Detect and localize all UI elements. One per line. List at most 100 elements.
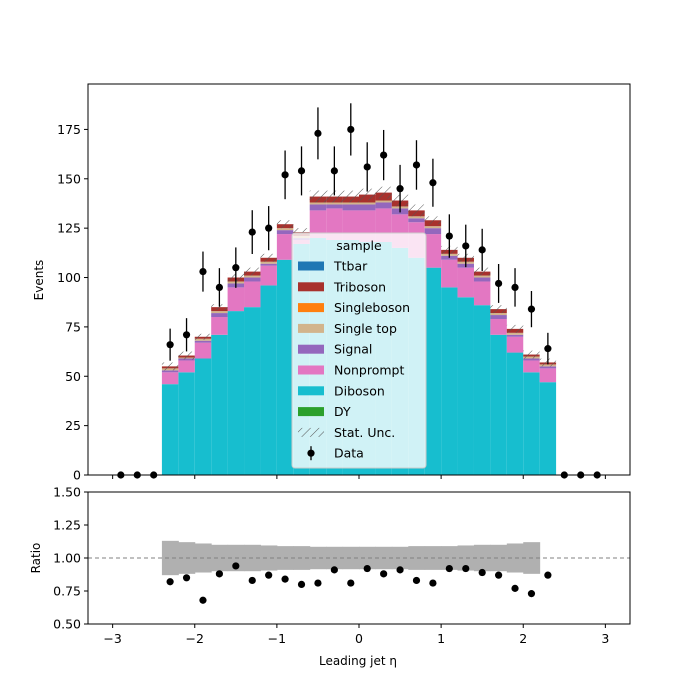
x-tick-label: −3 bbox=[103, 631, 121, 646]
main-x-ticks bbox=[112, 475, 606, 479]
x-tick-label: −1 bbox=[268, 631, 286, 646]
ratio-band-segment bbox=[408, 546, 426, 570]
data-point bbox=[347, 125, 355, 134]
bar-nonprompt bbox=[194, 342, 212, 359]
stat-unc-hatch bbox=[293, 228, 310, 237]
legend-label: Stat. Unc. bbox=[334, 425, 395, 440]
legend-swatch bbox=[298, 407, 324, 417]
y-tick-label: 0 bbox=[73, 468, 81, 483]
bar-single-top bbox=[342, 202, 359, 205]
bar-diboson bbox=[178, 372, 195, 475]
bar-signal bbox=[244, 277, 261, 282]
legend-label: Diboson bbox=[334, 383, 385, 398]
ratio-y-tick-label: 1.50 bbox=[53, 485, 81, 500]
ratio-band-segment bbox=[342, 546, 360, 570]
ratio-uncertainty-band bbox=[161, 540, 541, 576]
bar-nonprompt bbox=[211, 317, 228, 335]
main-y-axis: 0 25 50 75 100 125 150 175 bbox=[57, 122, 88, 483]
legend-label: Triboson bbox=[333, 279, 386, 294]
y-tick-label: 125 bbox=[57, 221, 81, 236]
bar-signal bbox=[178, 358, 195, 361]
bar-nonprompt bbox=[227, 287, 245, 312]
ratio-point bbox=[297, 580, 306, 589]
x-tick-label: 0 bbox=[355, 631, 363, 646]
legend-swatch bbox=[298, 323, 324, 333]
bar-nonprompt bbox=[161, 372, 179, 385]
data-point bbox=[429, 179, 437, 187]
ratio-point bbox=[347, 579, 355, 587]
bar-single-top bbox=[408, 216, 425, 219]
x-tick-label: 2 bbox=[519, 631, 527, 646]
legend-swatch bbox=[298, 261, 324, 271]
ratio-point bbox=[182, 574, 191, 582]
stat-unc-hatch bbox=[326, 190, 343, 203]
ratio-point bbox=[429, 579, 437, 587]
ratio-band-segment bbox=[490, 544, 508, 572]
data-point bbox=[527, 305, 536, 313]
legend-swatch bbox=[298, 282, 324, 292]
ratio-point bbox=[544, 571, 552, 579]
ratio-y-tick-label: 1.25 bbox=[53, 518, 81, 533]
stat-unc-hatch bbox=[506, 324, 524, 333]
bar-single-top bbox=[375, 200, 392, 203]
bar-signal bbox=[490, 315, 507, 319]
data-point bbox=[314, 129, 322, 137]
data-point bbox=[380, 151, 388, 159]
stat-unc-hatch bbox=[342, 190, 359, 203]
bar-nonprompt bbox=[244, 281, 261, 308]
ratio-point bbox=[330, 566, 338, 574]
ratio-point bbox=[380, 570, 388, 578]
bar-signal bbox=[506, 334, 524, 337]
bar-nonprompt bbox=[506, 336, 524, 353]
stat-unc-hatch bbox=[178, 351, 195, 360]
bar-signal bbox=[276, 230, 294, 235]
stat-unc-hatch bbox=[260, 253, 277, 262]
bar-diboson bbox=[523, 372, 540, 475]
ratio-point bbox=[314, 579, 322, 587]
x-tick-label: 3 bbox=[601, 631, 609, 646]
legend-swatch-hatch bbox=[298, 427, 324, 437]
stat-unc-hatch bbox=[309, 190, 327, 203]
stat-unc-hatch bbox=[424, 216, 442, 225]
ratio-point bbox=[215, 570, 223, 578]
stat-unc-hatch bbox=[161, 362, 179, 371]
ratio-band-segment bbox=[161, 540, 179, 576]
ratio-point bbox=[445, 564, 453, 573]
bar-nonprompt bbox=[424, 234, 442, 268]
stat-unc-hatch bbox=[276, 220, 294, 229]
y-tick-label: 100 bbox=[57, 270, 81, 285]
bar-diboson bbox=[260, 285, 277, 475]
bar-single-top bbox=[326, 202, 343, 205]
data-point bbox=[445, 232, 453, 240]
bar-diboson bbox=[424, 267, 442, 475]
bar-nonprompt bbox=[490, 318, 507, 335]
bar-signal bbox=[194, 340, 212, 343]
ratio-point bbox=[462, 564, 470, 573]
bar-signal bbox=[260, 263, 277, 266]
data-point bbox=[199, 268, 207, 276]
legend-label: Singleboson bbox=[334, 300, 410, 315]
legend-label: Nonprompt bbox=[334, 363, 404, 378]
bar-single-top bbox=[244, 275, 261, 278]
bar-single-top bbox=[260, 261, 277, 264]
data-point bbox=[182, 331, 191, 339]
ratio-y-axis-label: Ratio bbox=[29, 543, 43, 574]
bar-nonprompt bbox=[457, 267, 474, 298]
legend-swatch bbox=[298, 365, 324, 375]
bar-nonprompt bbox=[309, 210, 327, 239]
legend-title: sample bbox=[336, 238, 382, 253]
bar-nonprompt bbox=[539, 368, 557, 383]
stat-unc-hatch bbox=[375, 186, 392, 199]
legend-label: Signal bbox=[334, 342, 372, 357]
bar-diboson bbox=[161, 384, 179, 475]
main-y-axis-label: Events bbox=[32, 260, 46, 301]
data-point bbox=[281, 171, 289, 179]
ratio-point bbox=[511, 584, 519, 592]
bar-nonprompt bbox=[260, 265, 277, 286]
ratio-point bbox=[199, 596, 207, 604]
y-tick-label: 175 bbox=[57, 122, 81, 137]
bar-single-top bbox=[473, 275, 491, 278]
bar-diboson bbox=[457, 297, 474, 475]
data-point bbox=[544, 345, 552, 353]
